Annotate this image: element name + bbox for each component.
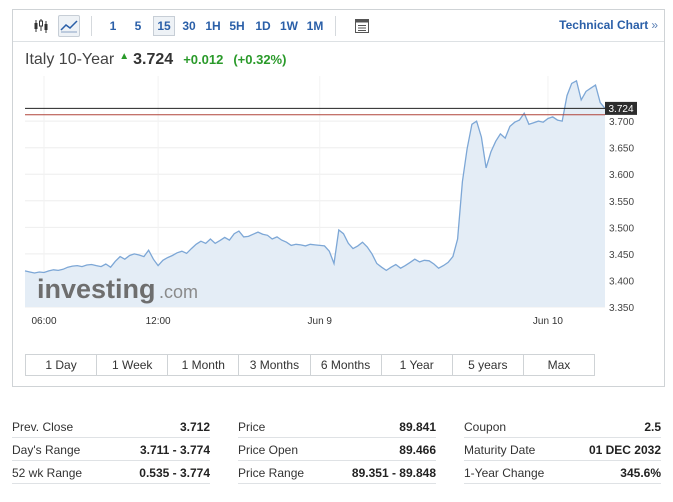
y-tick-label: 3.600: [609, 170, 634, 181]
y-tick-label: 3.450: [609, 250, 634, 261]
double-chevron-right-icon: »: [651, 18, 658, 32]
x-tick-label: Jun 10: [533, 316, 563, 324]
x-tick-label: Jun 9: [308, 316, 333, 324]
interval-1[interactable]: 1: [109, 19, 117, 33]
investing-watermark: investing .com: [37, 274, 198, 304]
price-area: [25, 80, 605, 307]
range-1-week[interactable]: 1 Week: [97, 355, 169, 375]
y-tick-label: 3.700: [609, 117, 634, 128]
range-3-months[interactable]: 3 Months: [239, 355, 311, 375]
y-tick-label: 3.500: [609, 223, 634, 234]
x-axis: 06:00 12:00 Jun 9 Jun 10: [32, 316, 564, 324]
interval-15[interactable]: 15: [153, 16, 175, 36]
candlestick-icon[interactable]: [30, 15, 52, 37]
stat-row: Maturity Date 01 DEC 2032: [464, 439, 661, 461]
price-line: [24, 79, 606, 274]
y-tick-label: 3.550: [609, 197, 634, 208]
y-axis: 3.350 3.400 3.450 3.500 3.550 3.600 3.650 3.700: [609, 117, 634, 314]
y-tick-label: 3.350: [609, 303, 634, 314]
stat-label: Maturity Date: [464, 442, 536, 457]
interval-1d[interactable]: 1D: [255, 19, 271, 33]
x-tick-label: 12:00: [146, 316, 171, 324]
y-tick-label: 3.650: [609, 144, 634, 155]
interval-5[interactable]: 5: [134, 19, 142, 33]
stat-row: 52 wk Range 0.535 - 3.774: [12, 462, 210, 484]
stat-value: 345.6%: [620, 465, 661, 480]
up-arrow-icon: ▲: [119, 51, 130, 62]
x-tick-label: 06:00: [32, 316, 57, 324]
range-1-month[interactable]: 1 Month: [168, 355, 240, 375]
stat-value: 01 DEC 2032: [588, 442, 661, 457]
stat-row: Prev. Close 3.712: [12, 416, 210, 438]
stat-label: Day's Range: [12, 442, 81, 457]
y-tick-label: 3.400: [609, 276, 634, 287]
stat-value: 3.711 - 3.774: [139, 442, 210, 457]
stat-label: Price Range: [238, 465, 305, 480]
stat-label: 52 wk Range: [12, 465, 83, 480]
price-change-percent: (+0.32%): [233, 52, 287, 67]
interval-30[interactable]: 30: [182, 19, 196, 33]
interval-5h[interactable]: 5H: [229, 19, 245, 33]
range-1-day[interactable]: 1 Day: [26, 355, 98, 375]
watermark-suffix: .com: [159, 282, 198, 302]
range-1-year[interactable]: 1 Year: [382, 355, 453, 375]
stat-row: Price Range 89.351 - 89.848: [238, 462, 436, 484]
stat-label: Price: [238, 419, 266, 434]
stat-value: 3.712: [179, 419, 210, 434]
instrument-name: Italy 10-Year: [25, 51, 115, 68]
technical-chart-link[interactable]: Technical Chart»: [559, 18, 658, 32]
watermark-brand: investing: [37, 274, 156, 304]
range-selector: 1 Day 1 Week 1 Month 3 Months 6 Months 1…: [25, 354, 595, 376]
stat-label: Price Open: [238, 442, 299, 457]
chart-widget: 1 5 15 30 1H 5H 1D 1W 1M Technical Chart…: [12, 9, 665, 387]
price-chart[interactable]: investing .com 3.350 3.400 3.450 3.500 3.550…: [13, 76, 664, 324]
interval-1w[interactable]: 1W: [280, 19, 298, 33]
toolbar-divider: [335, 16, 336, 36]
stat-label: Prev. Close: [12, 419, 74, 434]
stat-value: 89.351 - 89.848: [351, 465, 436, 480]
stat-value: 2.5: [644, 419, 661, 434]
range-6-months[interactable]: 6 Months: [311, 355, 382, 375]
current-price-marker: 3.724: [605, 101, 637, 115]
stat-value: 0.535 - 3.774: [139, 465, 210, 480]
stat-value: 89.841: [399, 419, 436, 434]
interval-1h[interactable]: 1H: [205, 19, 221, 33]
price-change: +0.012: [183, 52, 224, 67]
stat-row: Coupon 2.5: [464, 416, 661, 438]
stat-label: 1-Year Change: [464, 465, 545, 480]
interval-1m[interactable]: 1M: [306, 19, 324, 33]
current-price-label: 3.724: [608, 104, 633, 115]
stat-row: 1-Year Change 345.6%: [464, 462, 661, 484]
table-icon[interactable]: [351, 15, 373, 37]
quote-header: Italy 10-Year ▲ 3.724 +0.012 (+0.32%): [25, 51, 286, 71]
stat-row: Day's Range 3.711 - 3.774: [12, 439, 210, 461]
range-5-years[interactable]: 5 years: [453, 355, 524, 375]
last-price: 3.724: [133, 51, 174, 68]
stat-label: Coupon: [464, 419, 507, 434]
line-chart-icon[interactable]: [58, 15, 80, 37]
stat-row: Price Open 89.466: [238, 439, 436, 461]
stat-value: 89.466: [399, 442, 436, 457]
range-max[interactable]: Max: [547, 358, 571, 372]
stat-row: Price 89.841: [238, 416, 436, 438]
chart-toolbar: 1 5 15 30 1H 5H 1D 1W 1M Technical Chart…: [13, 10, 664, 42]
toolbar-divider: [91, 16, 92, 36]
